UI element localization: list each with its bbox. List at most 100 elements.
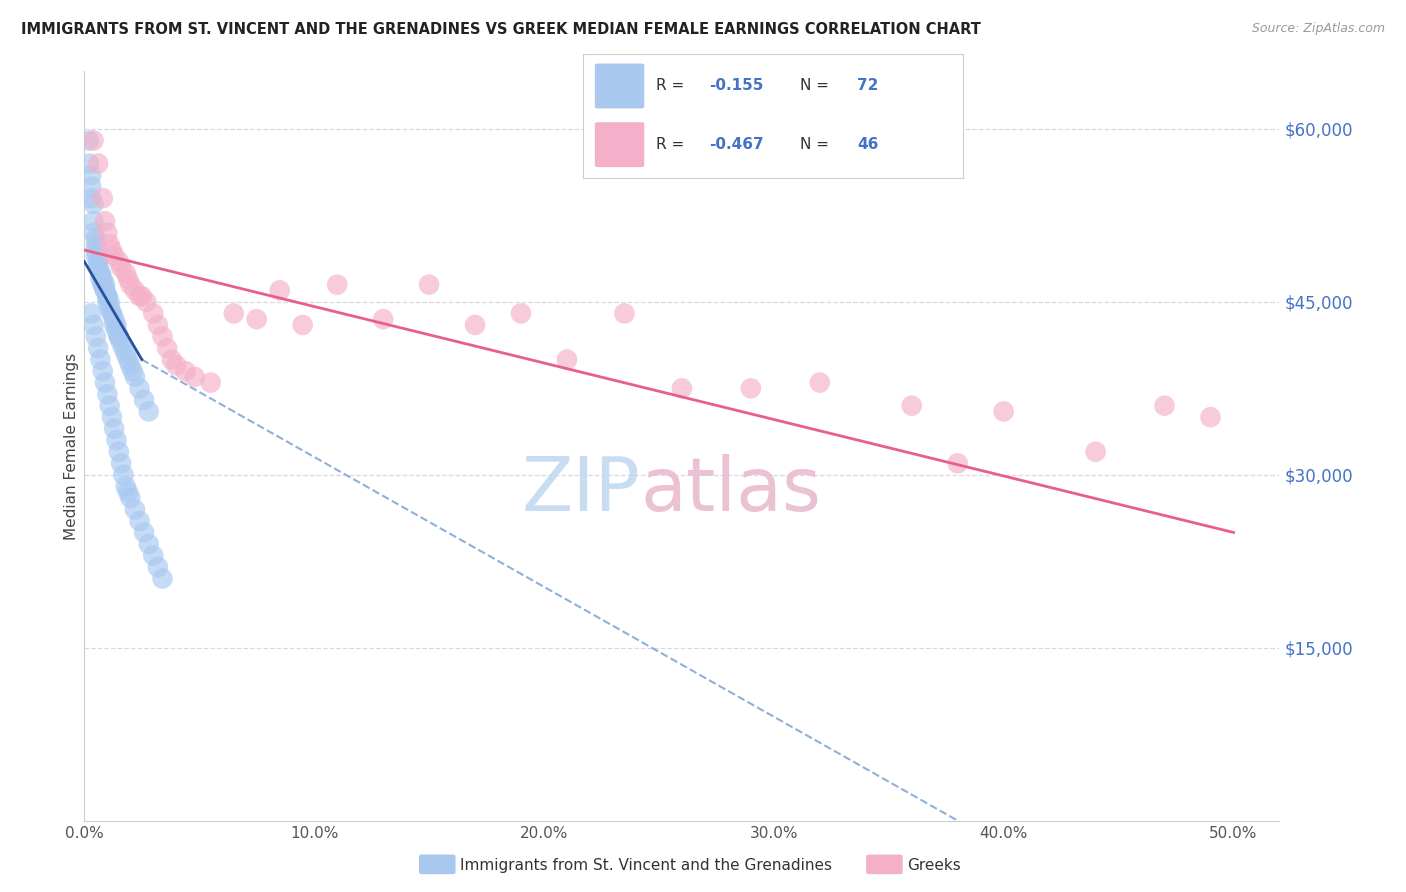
Point [291,318,314,332]
Point [84,249,107,263]
Point [114,266,136,280]
Text: Greeks: Greeks [907,858,960,872]
Text: N =: N = [800,78,834,94]
Point [80,306,103,320]
Point [94,214,117,228]
Point [120,491,142,505]
Point [91,277,114,292]
Point [96,387,118,401]
Point [152,329,174,343]
FancyBboxPatch shape [583,54,963,178]
Point [110,260,132,275]
Point [555,352,578,367]
Point [142,306,165,320]
Point [105,318,128,332]
Point [84,231,107,245]
Point [103,312,125,326]
Point [110,456,132,470]
Point [91,272,114,286]
Point [120,277,142,292]
Text: -0.155: -0.155 [709,78,763,94]
Point [98,399,121,413]
Point [89,272,111,286]
Text: R =: R = [655,78,689,94]
Point [373,312,395,326]
Text: atlas: atlas [640,454,821,527]
Point [101,410,124,425]
Text: 72: 72 [856,78,879,94]
Point [87,341,110,355]
Point [94,284,117,298]
Point [112,467,135,482]
Point [128,381,150,395]
Point [152,572,174,586]
Point [89,266,111,280]
Point [1199,410,1222,425]
Point [124,369,146,384]
Point [87,260,110,275]
Point [900,399,922,413]
Point [103,422,125,436]
Point [80,179,103,194]
Point [83,226,105,240]
Point [124,502,146,516]
Point [808,376,831,390]
Point [117,272,139,286]
Point [83,214,105,228]
Point [103,318,125,332]
Point [108,329,131,343]
Point [121,364,143,378]
Point [326,277,349,292]
Point [142,549,165,563]
Point [510,306,533,320]
Point [671,381,693,395]
Point [105,324,128,338]
Point [246,312,269,326]
Point [117,352,139,367]
Point [740,381,762,395]
Point [222,306,245,320]
Point [160,352,183,367]
Point [101,243,124,257]
Point [87,254,110,268]
Point [993,404,1015,418]
Point [108,329,131,343]
Point [89,352,111,367]
Point [105,434,128,448]
Point [83,134,105,148]
Point [101,306,124,320]
Point [183,369,205,384]
FancyBboxPatch shape [595,63,644,109]
Point [124,284,146,298]
Point [1084,444,1107,458]
Point [120,359,142,373]
Point [87,156,110,170]
Point [1153,399,1175,413]
Point [89,266,111,280]
Text: Immigrants from St. Vincent and the Grenadines: Immigrants from St. Vincent and the Gren… [460,858,832,872]
Point [91,277,114,292]
Point [84,237,107,252]
Point [94,277,117,292]
Text: N =: N = [800,137,834,153]
Point [77,134,100,148]
Point [94,376,117,390]
Point [613,306,636,320]
Point [91,191,114,205]
Point [131,289,153,303]
Text: IMMIGRANTS FROM ST. VINCENT AND THE GRENADINES VS GREEK MEDIAN FEMALE EARNINGS C: IMMIGRANTS FROM ST. VINCENT AND THE GREN… [21,22,981,37]
Point [138,537,160,551]
Point [80,191,103,205]
Point [96,294,118,309]
Point [96,289,118,303]
Point [132,525,156,540]
Point [128,514,150,528]
Point [146,318,169,332]
Point [156,341,179,355]
Point [98,294,121,309]
Point [269,284,291,298]
Point [128,289,150,303]
Point [114,479,136,493]
Point [110,335,132,350]
Text: Source: ZipAtlas.com: Source: ZipAtlas.com [1251,22,1385,36]
